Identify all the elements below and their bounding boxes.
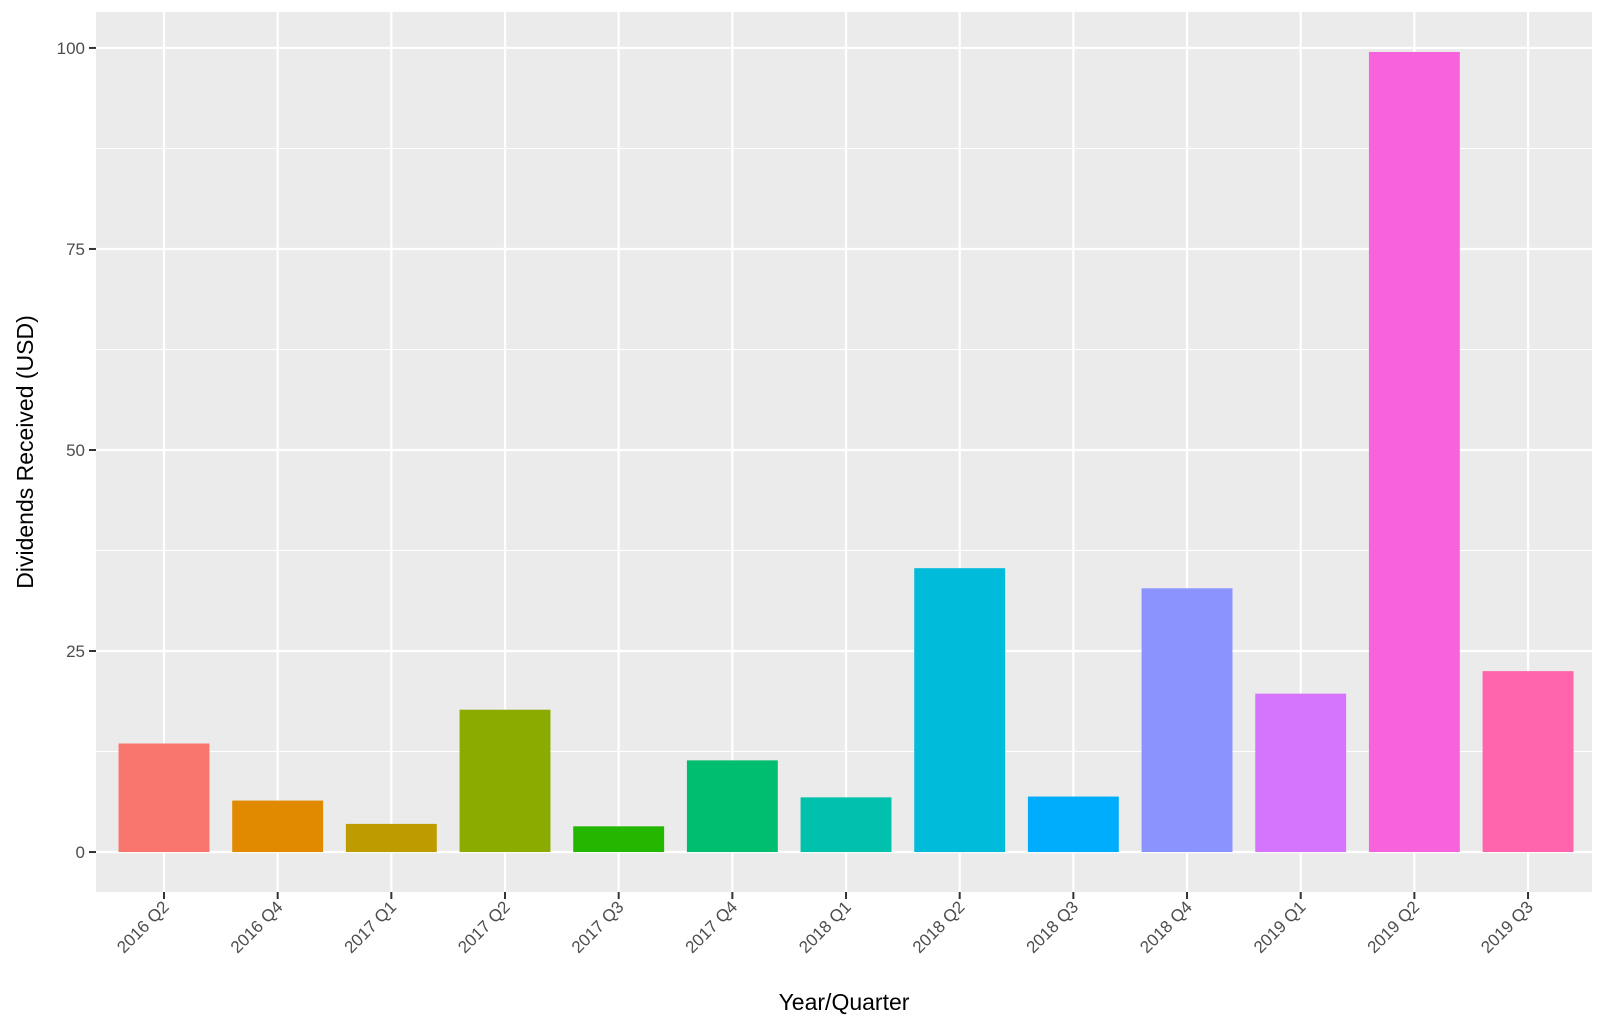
bar xyxy=(1141,588,1233,853)
x-tick-label: 2019 Q3 xyxy=(1477,897,1537,957)
x-tick-label: 2017 Q2 xyxy=(454,897,514,957)
bar xyxy=(800,797,892,853)
y-tick-label: 75 xyxy=(66,240,85,259)
bar xyxy=(686,760,778,853)
bar xyxy=(118,743,210,853)
y-tick-label: 50 xyxy=(66,441,85,460)
bar xyxy=(1368,51,1460,853)
y-axis-title: Dividends Received (USD) xyxy=(12,315,38,589)
x-tick-label: 2016 Q2 xyxy=(113,897,173,957)
bar xyxy=(1255,693,1347,853)
bar xyxy=(1027,796,1119,853)
x-axis: 2016 Q2 2016 Q4 2017 Q1 2017 Q2 2017 Q3 2017 … xyxy=(113,892,1537,957)
bars xyxy=(118,51,1574,853)
x-tick-label: 2018 Q2 xyxy=(909,897,969,957)
y-axis: 0 25 50 75 100 xyxy=(57,39,96,862)
x-tick-label: 2018 Q3 xyxy=(1023,897,1083,957)
x-tick-label: 2017 Q4 xyxy=(682,897,742,957)
x-axis-title: Year/Quarter xyxy=(779,989,910,1015)
bar xyxy=(345,823,437,853)
bar xyxy=(573,826,665,853)
bar xyxy=(232,800,324,853)
y-tick-label: 0 xyxy=(76,843,85,862)
x-tick-label: 2016 Q4 xyxy=(227,897,287,957)
panel-background xyxy=(96,12,1592,892)
x-tick-label: 2019 Q2 xyxy=(1364,897,1424,957)
bar xyxy=(914,568,1006,853)
bar xyxy=(459,709,551,853)
x-tick-label: 2017 Q3 xyxy=(568,897,628,957)
x-tick-label: 2018 Q1 xyxy=(795,897,855,957)
bar xyxy=(1482,671,1574,853)
y-tick-label: 25 xyxy=(66,642,85,661)
x-tick-label: 2019 Q1 xyxy=(1250,897,1310,957)
y-tick-label: 100 xyxy=(57,39,85,58)
x-tick-label: 2018 Q4 xyxy=(1136,897,1196,957)
x-tick-label: 2017 Q1 xyxy=(341,897,401,957)
